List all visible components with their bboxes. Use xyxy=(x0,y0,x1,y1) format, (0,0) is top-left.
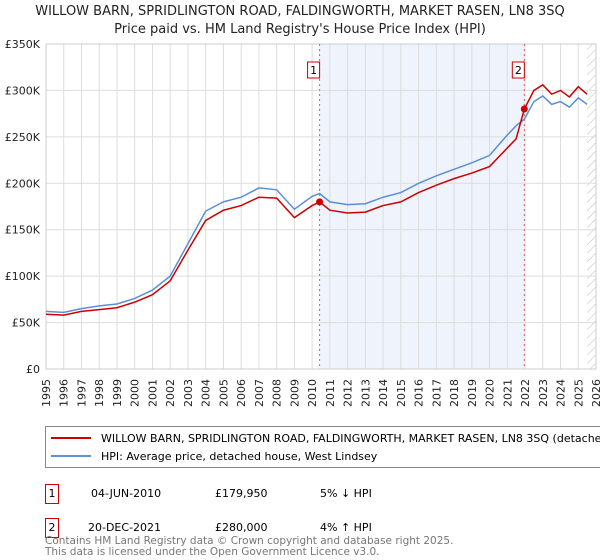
y-tick-label: £50K xyxy=(12,317,41,330)
y-tick-label: £200K xyxy=(5,177,41,190)
x-tick-label: 2001 xyxy=(146,379,159,407)
footer: Contains HM Land Registry data © Crown c… xyxy=(45,536,600,558)
plot-border xyxy=(45,43,597,370)
y-tick-label: £100K xyxy=(5,270,41,283)
price-chart: 1995 1996 1997 1998 1999 2000 2001 2002 2003 2004… xyxy=(5,38,600,407)
transaction-hpi: 4% ↑ HPI xyxy=(320,521,372,534)
footer-line-2: This data is licensed under the Open Gov… xyxy=(45,546,380,558)
x-tick-label: 2021 xyxy=(501,379,514,407)
x-tick-label: 2013 xyxy=(359,379,372,407)
forecast-hatch xyxy=(587,44,596,369)
y-tick-label: £250K xyxy=(5,131,41,144)
x-tick-label: 2020 xyxy=(484,379,497,407)
legend-blue-line xyxy=(51,455,91,457)
x-tick-label: 2019 xyxy=(466,379,479,407)
x-tick-label: 2023 xyxy=(537,379,550,407)
y-tick-label: £150K xyxy=(5,224,41,237)
footer-line-1: Contains HM Land Registry data © Crown c… xyxy=(45,535,454,547)
x-tick-label: 1998 xyxy=(93,379,106,407)
legend-item-hpi: HPI: Average price, detached house, West… xyxy=(51,448,377,464)
x-tick-label: 2000 xyxy=(129,379,142,407)
x-tick-label: 2007 xyxy=(253,379,266,407)
sale-marker-label: 2 xyxy=(515,64,522,77)
x-tick-label: 2024 xyxy=(555,379,568,407)
y-tick-label: £0 xyxy=(26,363,40,376)
transaction-number: 1 xyxy=(45,484,59,504)
x-tick-label: 2016 xyxy=(413,379,426,407)
chart-subtitle: Price paid vs. HM Land Registry's House … xyxy=(114,22,486,37)
x-tick-label: 2018 xyxy=(448,379,461,407)
x-tick-label: 2011 xyxy=(324,379,337,407)
property-price-line xyxy=(45,83,588,316)
hpi-line xyxy=(45,95,588,314)
x-tick-label: 1995 xyxy=(40,379,53,407)
y-tick-label: £300K xyxy=(5,84,41,97)
legend-item-property: WILLOW BARN, SPRIDLINGTON ROAD, FALDINGW… xyxy=(51,430,600,446)
x-tick-label: 2022 xyxy=(519,379,532,407)
sale-point xyxy=(316,198,324,206)
x-tick-label: 2017 xyxy=(430,379,443,407)
transaction-price: £280,000 xyxy=(215,521,268,534)
x-tick-label: 2025 xyxy=(572,379,585,407)
x-tick-label: 1999 xyxy=(111,379,124,407)
x-tick-label: 2010 xyxy=(306,379,319,407)
transaction-price: £179,950 xyxy=(215,487,268,500)
x-tick-label: 2012 xyxy=(342,379,355,407)
x-tick-label: 2003 xyxy=(182,379,195,407)
legend-label: HPI: Average price, detached house, West… xyxy=(101,449,378,463)
x-tick-label: 2004 xyxy=(200,379,213,407)
x-tick-label: 2015 xyxy=(395,379,408,407)
x-tick-label: 1996 xyxy=(58,379,71,407)
x-tick-label: 2005 xyxy=(217,379,230,407)
y-tick-label: £350K xyxy=(5,38,41,51)
chart-title: WILLOW BARN, SPRIDLINGTON ROAD, FALDINGW… xyxy=(35,4,565,19)
sale-point xyxy=(520,105,528,113)
sale-marker-box xyxy=(511,61,525,79)
transaction-date: 20-DEC-2021 xyxy=(88,521,162,534)
sale-marker-label: 1 xyxy=(310,64,317,77)
x-tick-label: 2026 xyxy=(590,379,600,407)
x-tick-label: 2009 xyxy=(288,379,301,407)
transaction-hpi: 5% ↓ HPI xyxy=(320,487,372,500)
x-tick-label: 2008 xyxy=(271,379,284,407)
transaction-number: 2 xyxy=(45,518,59,538)
shaded-period xyxy=(319,44,525,369)
x-tick-label: 2006 xyxy=(235,379,248,407)
x-tick-label: 2014 xyxy=(377,379,390,407)
legend-red-line xyxy=(51,437,91,439)
transaction-date: 04-JUN-2010 xyxy=(91,487,162,500)
x-tick-label: 2002 xyxy=(164,379,177,407)
legend-label: WILLOW BARN, SPRIDLINGTON ROAD, FALDINGW… xyxy=(101,431,600,445)
sale-marker-box xyxy=(307,61,321,79)
legend: WILLOW BARN, SPRIDLINGTON ROAD, FALDINGW… xyxy=(45,426,600,468)
x-tick-label: 1997 xyxy=(75,379,88,407)
